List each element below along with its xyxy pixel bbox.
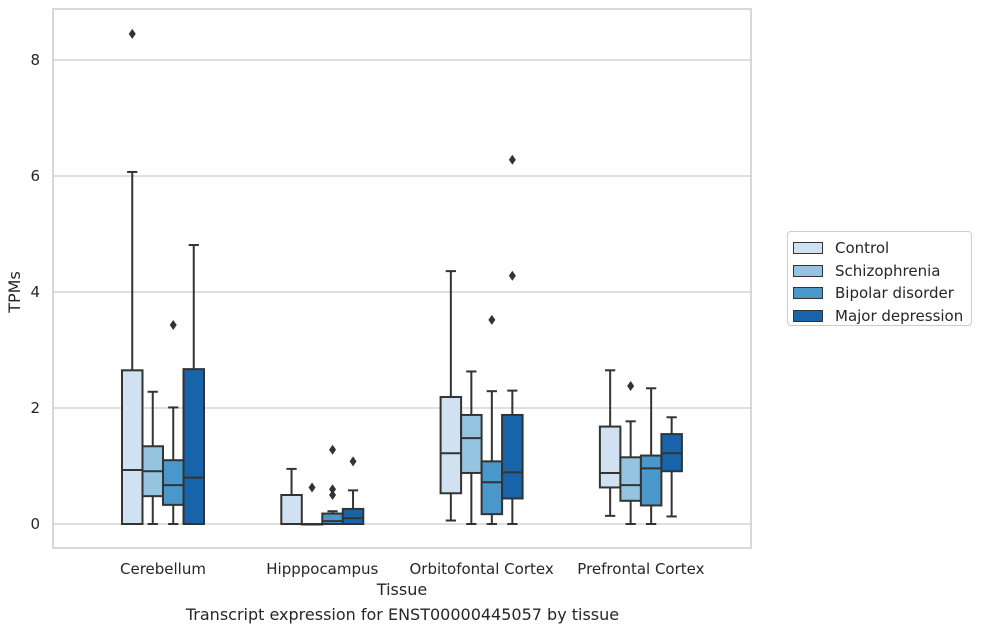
x-tick-label: Cerebellum (120, 560, 206, 578)
box-iqr (619, 456, 642, 502)
legend-swatch (793, 309, 823, 322)
y-tick-label: 8 (30, 51, 40, 69)
box-iqr (501, 413, 524, 500)
box-iqr (162, 459, 185, 506)
outlier-point (169, 320, 177, 331)
legend-swatch (793, 287, 823, 300)
box-iqr (121, 369, 144, 525)
x-tick-label: Hipppocampus (266, 560, 378, 578)
plot-frame (52, 8, 752, 549)
x-axis-title: Tissue (376, 580, 427, 599)
legend-item: Schizophrenia (793, 260, 971, 283)
box-iqr (341, 507, 365, 526)
box-iqr (439, 395, 463, 495)
legend-label: Major depression (835, 306, 964, 325)
y-axis-title: TPMs (5, 271, 24, 314)
y-tick-label: 0 (30, 515, 40, 533)
outlier-point (508, 154, 516, 165)
legend: Control Schizophrenia Bipolar disorder Majo… (787, 231, 972, 326)
legend-swatch (793, 264, 823, 277)
outlier-point (308, 482, 316, 493)
y-tick-label: 2 (30, 399, 40, 417)
outlier-point (329, 490, 337, 500)
y-tick-label: 6 (30, 167, 40, 185)
outlier-point (349, 456, 357, 467)
outlier-point (627, 380, 635, 391)
box-iqr (182, 368, 205, 526)
outlier-point (329, 444, 337, 455)
legend-item: Control (793, 237, 971, 260)
outlier-point (508, 270, 516, 281)
legend-label: Control (835, 239, 890, 258)
legend-swatch (793, 242, 823, 255)
box-iqr (480, 460, 504, 516)
box-iqr (598, 425, 622, 489)
y-tick-label: 4 (30, 283, 40, 301)
chart-caption: Transcript expression for ENST0000044505… (185, 605, 620, 624)
outlier-point (488, 314, 496, 325)
x-tick-label: Orbitofontal Cortex (409, 560, 553, 578)
legend-label: Bipolar disorder (835, 284, 954, 303)
box-iqr (321, 512, 344, 525)
box-iqr (280, 494, 303, 525)
box-iqr (639, 454, 663, 507)
outlier-point (128, 28, 136, 39)
legend-item: Bipolar disorder (793, 282, 971, 305)
legend-label: Schizophrenia (835, 261, 941, 280)
box-iqr (460, 413, 483, 474)
x-tick-label: Prefrontal Cortex (577, 560, 704, 578)
legend-item: Major depression (793, 305, 971, 328)
outlier-point (329, 484, 337, 495)
